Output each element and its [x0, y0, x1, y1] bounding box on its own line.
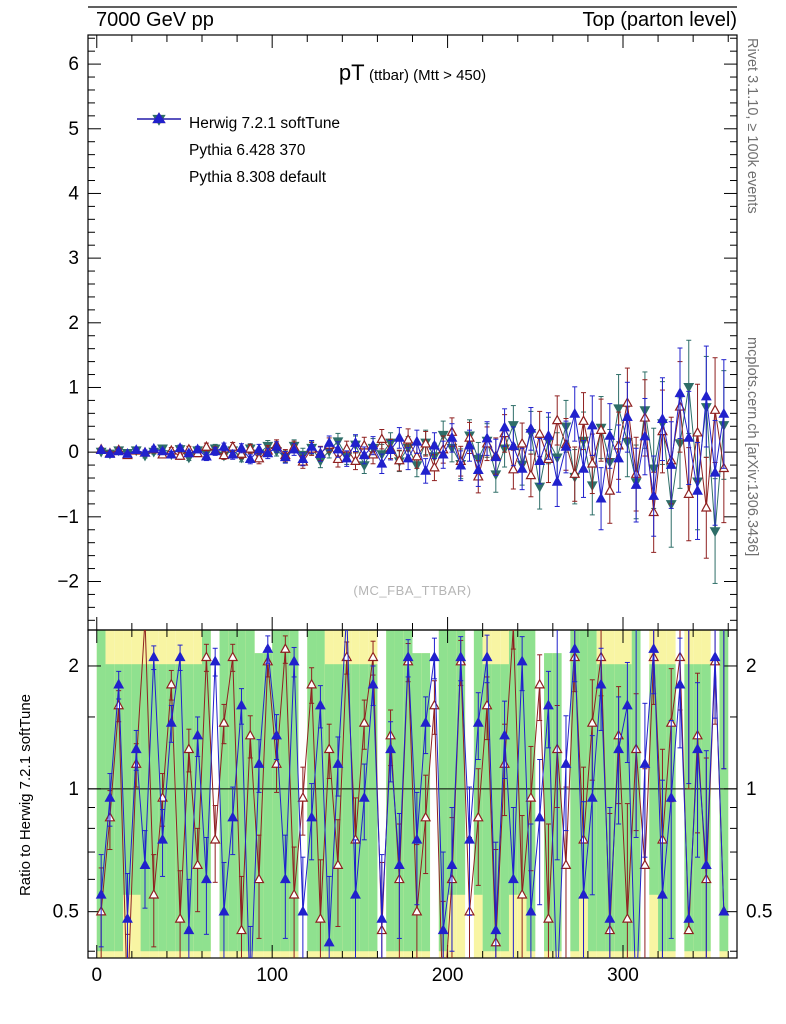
pythia6-marker-icon: [136, 112, 182, 160]
legend: Herwig 7.2.1 softTune Pythia 6.428 370 P…: [136, 110, 340, 191]
svg-text:1: 1: [68, 779, 79, 800]
svg-text:2: 2: [68, 313, 79, 334]
svg-text:0.5: 0.5: [53, 902, 79, 923]
plot-title: pT (ttbar) (Mtt > 450): [88, 60, 737, 86]
legend-label-herwig: Herwig 7.2.1 softTune: [189, 114, 341, 132]
legend-label-pythia8: Pythia 8.308 default: [189, 168, 327, 186]
plot-title-sub: (ttbar) (Mtt > 450): [369, 67, 487, 84]
svg-text:2: 2: [746, 656, 757, 677]
ratio-axis-label: Ratio to Herwig 7.2.1 softTune: [17, 693, 34, 897]
svg-text:5: 5: [68, 119, 79, 140]
svg-text:2: 2: [68, 656, 79, 677]
svg-text:1: 1: [746, 779, 757, 800]
svg-text:0: 0: [91, 965, 102, 986]
svg-text:100: 100: [256, 965, 288, 986]
mcplots-reference-note: mcplots.cern.ch [arXiv:1306.3436]: [744, 337, 760, 557]
pythia8-marker-icon: [136, 112, 182, 187]
svg-text:−1: −1: [57, 507, 79, 528]
svg-text:1: 1: [68, 377, 79, 398]
header-beam-energy: 7000 GeV pp: [96, 9, 214, 31]
svg-text:0: 0: [68, 442, 79, 463]
svg-text:−2: −2: [57, 571, 79, 592]
plot-title-main: pT: [338, 60, 365, 85]
rivet-version-note: Rivet 3.1.10, ≥ 100k events: [744, 38, 760, 214]
header-analysis-group: Top (parton level): [582, 9, 737, 31]
legend-item-pythia8: Pythia 8.308 default: [136, 112, 340, 191]
svg-text:4: 4: [68, 183, 79, 204]
svg-text:300: 300: [607, 965, 639, 986]
svg-text:3: 3: [68, 248, 79, 269]
svg-text:200: 200: [432, 965, 464, 986]
legend-label-pythia6: Pythia 6.428 370: [189, 141, 306, 159]
svg-text:0.5: 0.5: [746, 902, 772, 923]
svg-text:6: 6: [68, 54, 79, 75]
legend-item-pythia6: Pythia 6.428 370: [136, 112, 340, 164]
analysis-watermark: (MC_FBA_TTBAR): [353, 583, 472, 598]
